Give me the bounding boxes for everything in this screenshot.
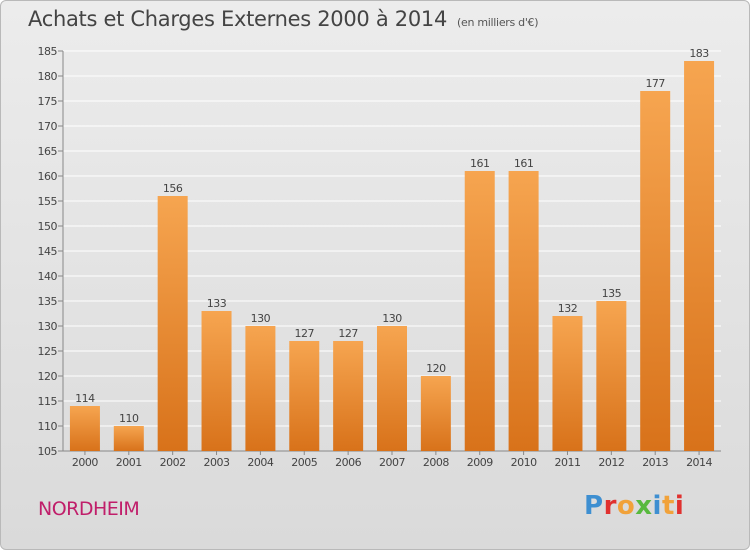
bar-value-label: 133: [207, 297, 227, 310]
y-tick-label: 120: [38, 370, 58, 383]
x-tick-label: 2009: [467, 456, 493, 469]
x-tick-label: 2007: [379, 456, 405, 469]
x-tick-label: 2012: [598, 456, 624, 469]
logo-letter: i: [674, 491, 685, 521]
logo-letter: i: [652, 491, 662, 521]
x-tick-label: 2014: [686, 456, 712, 469]
bar-value-label: 161: [470, 157, 490, 170]
bar-value-label: 127: [295, 327, 315, 340]
bar: [113, 426, 144, 451]
y-tick-label: 145: [38, 245, 58, 258]
y-tick-label: 185: [38, 45, 58, 58]
proxiti-logo: Proxiti: [584, 491, 684, 521]
bar-value-label: 135: [602, 287, 622, 300]
y-tick-label: 115: [38, 395, 58, 408]
x-tick-label: 2004: [247, 456, 273, 469]
y-tick-label: 180: [38, 70, 58, 83]
y-tick-label: 135: [38, 295, 58, 308]
chart-subtitle: (en milliers d'€): [457, 16, 539, 29]
logo-letter: P: [584, 491, 604, 521]
bar: [684, 61, 715, 451]
bar: [333, 341, 364, 451]
bar: [245, 326, 276, 451]
y-tick-label: 175: [38, 95, 58, 108]
bar: [201, 311, 232, 451]
bar: [596, 301, 627, 451]
y-tick-label: 150: [38, 220, 58, 233]
bar: [552, 316, 583, 451]
bar-value-label: 114: [75, 392, 95, 405]
bar-value-label: 110: [119, 412, 139, 425]
y-tick-label: 110: [38, 420, 58, 433]
logo-letter: t: [661, 491, 675, 521]
x-tick-label: 2008: [423, 456, 449, 469]
bar: [508, 171, 539, 451]
bar: [420, 376, 451, 451]
logo-letter: x: [635, 491, 653, 521]
bar-value-label: 177: [645, 77, 665, 90]
x-tick-label: 2001: [116, 456, 142, 469]
x-tick-label: 2000: [72, 456, 98, 469]
bar: [464, 171, 495, 451]
x-tick-label: 2011: [554, 456, 580, 469]
bar: [377, 326, 407, 451]
bar: [69, 406, 100, 451]
bar: [157, 196, 188, 451]
x-tick-label: 2002: [160, 456, 186, 469]
bar-value-label: 156: [163, 182, 183, 195]
chart-title: Achats et Charges Externes 2000 à 2014: [28, 7, 448, 31]
chart-title-block: Achats et Charges Externes 2000 à 2014 (e…: [28, 7, 539, 31]
bar-value-label: 130: [382, 312, 402, 325]
bar: [640, 91, 671, 451]
x-tick-label: 2003: [204, 456, 230, 469]
y-tick-label: 140: [38, 270, 58, 283]
bar-value-label: 130: [251, 312, 271, 325]
logo-letter: o: [616, 491, 636, 521]
y-tick-label: 170: [38, 120, 58, 133]
y-tick-label: 125: [38, 345, 58, 358]
bar-value-label: 161: [514, 157, 534, 170]
y-tick-label: 105: [38, 445, 58, 458]
y-tick-label: 155: [38, 195, 58, 208]
y-tick-label: 165: [38, 145, 58, 158]
x-tick-label: 2006: [335, 456, 361, 469]
bar-value-label: 183: [689, 47, 709, 60]
bar: [289, 341, 320, 451]
logo-letter: r: [603, 491, 617, 521]
bar-value-label: 127: [338, 327, 358, 340]
x-tick-label: 2010: [511, 456, 537, 469]
y-tick-label: 130: [38, 320, 58, 333]
location-label: NORDHEIM: [38, 498, 140, 520]
x-tick-label: 2005: [291, 456, 317, 469]
bar-value-label: 132: [558, 302, 578, 315]
y-tick-label: 160: [38, 170, 58, 183]
x-tick-label: 2013: [642, 456, 668, 469]
bar-value-label: 120: [426, 362, 446, 375]
